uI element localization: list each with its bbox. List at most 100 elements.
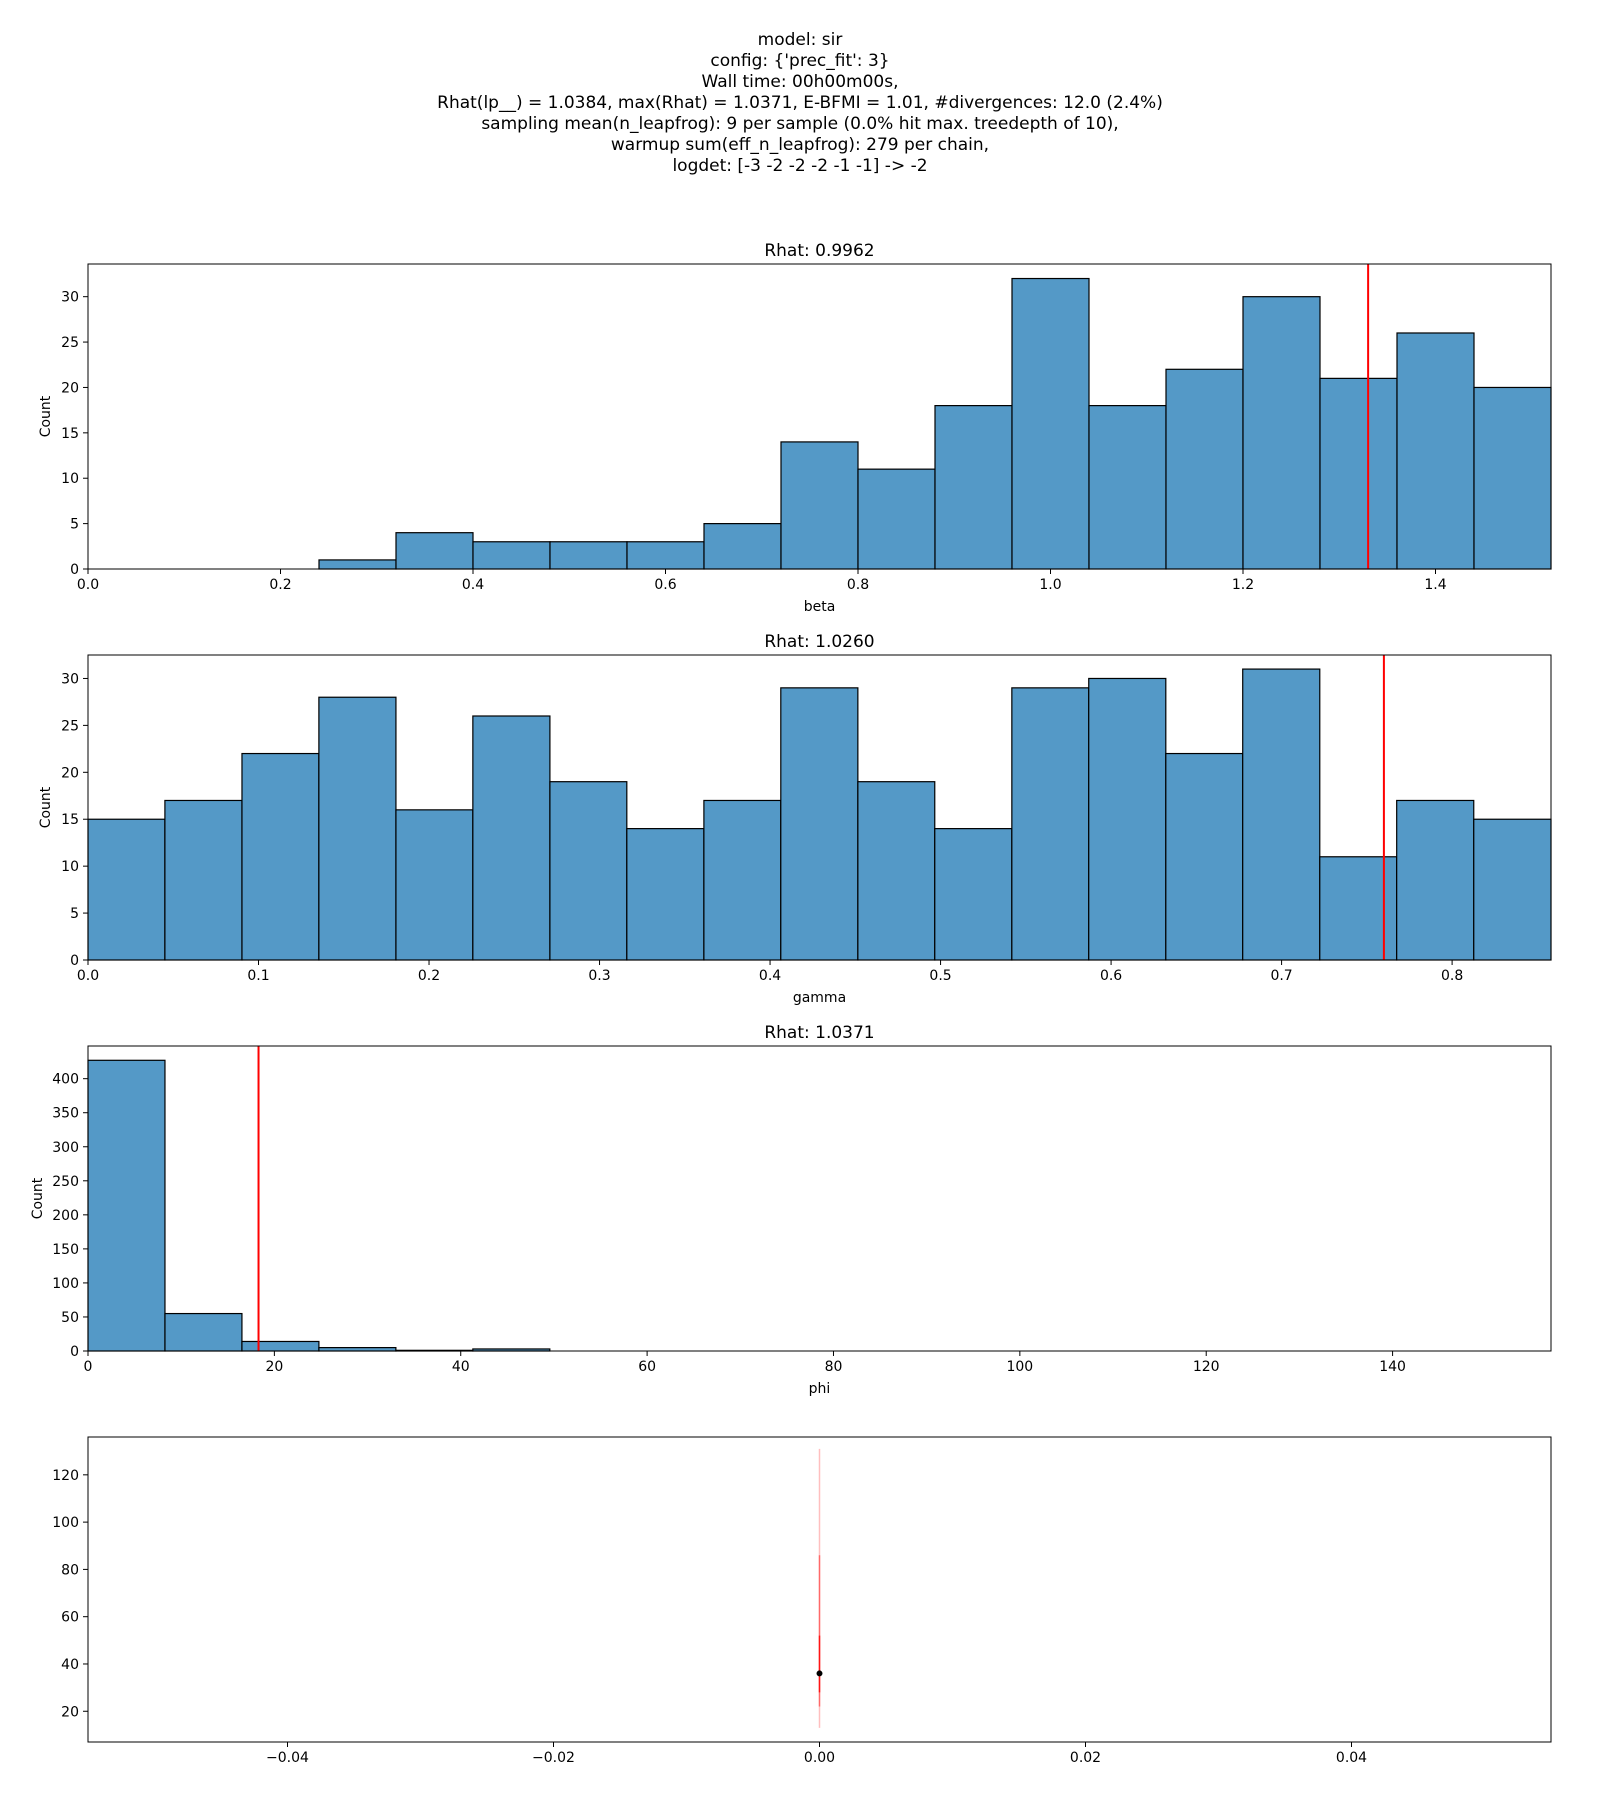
y-tick-label: 350 (52, 1106, 79, 1122)
chart-panel-2: 0.0 0.1 0.2 0.3 0.4 0.5 0.6 0.7 0.8 0 5 10 15 20 25 30 R… (38, 632, 1552, 1006)
header-line-walltime: Wall time: 00h00m00s, (701, 72, 899, 92)
histogram-bar (1165, 368, 1244, 570)
histogram-bar (472, 715, 551, 961)
data-point (816, 1670, 823, 1677)
y-axis-label: Count (38, 395, 54, 437)
y-tick-label: 30 (61, 671, 79, 687)
chart-panel-4: −0.04 −0.02 0.00 0.02 0.04 20 40 60 80 100 120 (52, 1436, 1552, 1766)
x-tick-label: 1.2 (1232, 577, 1254, 593)
histogram-bar (1011, 277, 1090, 570)
x-tick-label: 0.6 (654, 577, 676, 593)
y-tick-label: 20 (61, 1704, 79, 1720)
plot-frame (87, 1045, 1552, 1352)
histogram-bar (626, 828, 705, 961)
y-tick-label: 400 (52, 1072, 79, 1088)
histogram-bar (703, 799, 782, 961)
histogram-bar (934, 828, 1013, 961)
y-tick-label: 25 (61, 718, 79, 734)
histogram-bar (1011, 687, 1090, 961)
histogram-bar (1165, 752, 1244, 961)
y-tick-label: 15 (61, 426, 79, 442)
x-tick-label: 140 (1379, 1359, 1406, 1375)
histogram-bar (1242, 296, 1321, 570)
figure-header: model: sir config: {'prec_fit': 3} Wall … (0, 30, 1600, 177)
header-line-logdet: logdet: [-3 -2 -2 -2 -1 -1] -> -2 (672, 156, 928, 176)
histogram-bar (857, 781, 936, 961)
plot-frame (87, 654, 1552, 961)
x-tick-label: 0.0 (77, 968, 99, 984)
y-tick-label: 120 (52, 1468, 79, 1484)
histogram-bar (1088, 405, 1167, 570)
histogram-bar (1088, 677, 1167, 961)
y-tick-label: 10 (61, 471, 79, 487)
x-tick-label: 0 (84, 1359, 93, 1375)
histogram-bar (857, 468, 936, 570)
y-axis-label: Count (38, 786, 54, 828)
histogram-bar (87, 1059, 166, 1352)
x-axis-label: phi (809, 1381, 831, 1397)
x-tick-label: 0.6 (1100, 968, 1122, 984)
chart-title: Rhat: 1.0260 (764, 632, 874, 652)
x-tick-label: 0.00 (804, 1750, 835, 1766)
y-tick-label: 20 (61, 765, 79, 781)
x-tick-label: 0.5 (929, 968, 951, 984)
x-tick-label: 0.8 (847, 577, 869, 593)
x-axis-label: gamma (793, 990, 846, 1006)
x-tick-label: 0.02 (1070, 1750, 1101, 1766)
plot-frame (87, 263, 1552, 570)
y-tick-label: 60 (61, 1610, 79, 1626)
x-tick-label: −0.04 (266, 1750, 309, 1766)
histogram-bar (626, 541, 705, 570)
histogram-bar (1473, 386, 1552, 570)
x-tick-label: 0.0 (77, 577, 99, 593)
y-tick-label: 15 (61, 812, 79, 828)
chart-panel-3: 0 20 40 60 80 100 120 140 0 50 100 150 200 250 300 350 4… (30, 1023, 1552, 1397)
y-tick-label: 5 (70, 906, 79, 922)
y-axis-label: Count (30, 1177, 46, 1219)
x-tick-label: 0.1 (247, 968, 269, 984)
y-tick-label: 30 (61, 290, 79, 306)
histogram-bar (780, 687, 859, 961)
x-tick-label: −0.02 (532, 1750, 575, 1766)
x-tick-label: 0.7 (1270, 968, 1292, 984)
histogram-bar (780, 441, 859, 570)
header-line-rhat: Rhat(lp__) = 1.0384, max(Rhat) = 1.0371,… (437, 93, 1163, 113)
x-tick-label: 100 (1006, 1359, 1033, 1375)
histogram-bar (164, 1312, 243, 1352)
y-tick-label: 80 (61, 1562, 79, 1578)
x-tick-label: 120 (1193, 1359, 1220, 1375)
chart-title: Rhat: 0.9962 (764, 241, 874, 261)
histogram-bar (1242, 668, 1321, 961)
histogram-bar (318, 1346, 397, 1352)
x-axis-label: beta (804, 599, 836, 615)
histogram-bar (395, 809, 474, 961)
histogram-bar (1319, 856, 1398, 961)
histogram-bar (241, 1340, 320, 1352)
y-tick-label: 300 (52, 1140, 79, 1156)
chart-title: Rhat: 1.0371 (764, 1023, 874, 1043)
y-tick-label: 200 (52, 1208, 79, 1224)
x-tick-label: 0.3 (588, 968, 610, 984)
histogram-bar (164, 799, 243, 961)
x-tick-label: 0.2 (418, 968, 440, 984)
y-tick-label: 50 (61, 1310, 79, 1326)
histogram-bar (549, 781, 628, 961)
histogram-bar (1319, 377, 1398, 570)
y-tick-label: 20 (61, 380, 79, 396)
x-tick-label: 1.4 (1424, 577, 1446, 593)
histogram-bar (549, 541, 628, 570)
y-tick-label: 150 (52, 1242, 79, 1258)
x-tick-label: 60 (638, 1359, 656, 1375)
histogram-bar (241, 752, 320, 961)
y-tick-label: 25 (61, 335, 79, 351)
y-tick-label: 100 (52, 1276, 79, 1292)
y-tick-label: 0 (70, 562, 79, 578)
y-tick-label: 0 (70, 1344, 79, 1360)
histogram-bar (1396, 332, 1475, 570)
chart-panel-1: 0.0 0.2 0.4 0.6 0.8 1.0 1.2 1.4 0 5 10 15 20 25 30 Rhat… (38, 241, 1552, 615)
x-tick-label: 40 (452, 1359, 470, 1375)
histogram-bar (318, 696, 397, 961)
x-tick-label: 1.0 (1039, 577, 1061, 593)
x-tick-label: 20 (265, 1359, 283, 1375)
